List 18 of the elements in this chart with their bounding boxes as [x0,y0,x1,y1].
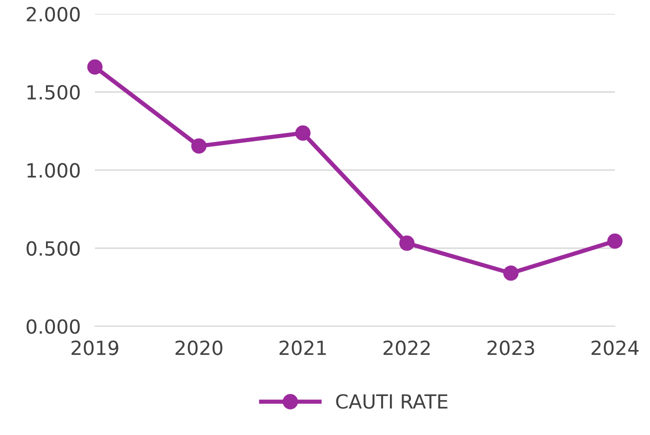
point [87,59,103,75]
x-tick-label: 2024 [592,340,639,356]
y-tick-label: 2.000 [26,6,80,22]
x-tick-label: 2020 [176,340,222,356]
point [607,234,623,249]
x-tick-label: 2023 [488,340,534,356]
y-tick-label: 0.000 [26,319,80,334]
point [191,138,207,154]
legend-label: CAUTI RATE [336,394,448,409]
y-tick-label: 0.500 [26,241,80,256]
x-tick-label: 2021 [280,340,326,356]
x-tick-label: 2019 [72,340,118,356]
y-tick-label: 1.500 [27,84,80,100]
y-tick-label: 1.000 [27,163,80,178]
point [503,266,519,281]
point [295,125,311,141]
x-tick-label: 2022 [384,340,430,356]
point [399,236,415,251]
